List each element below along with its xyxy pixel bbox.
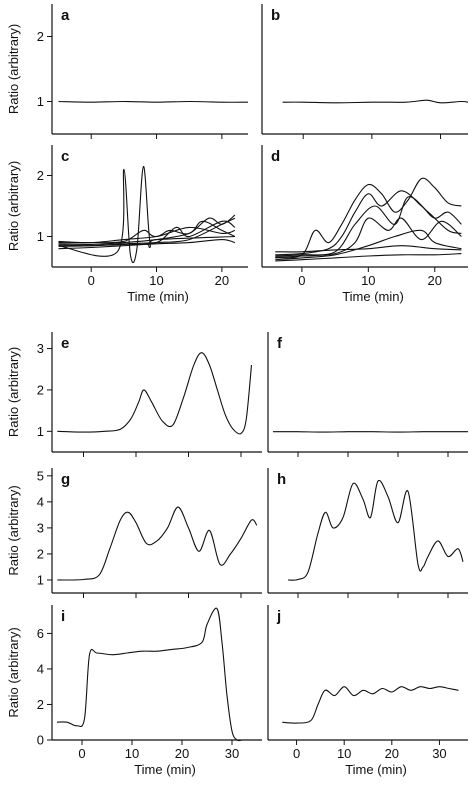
y-axis-title: Ratio (arbitrary) (6, 161, 21, 251)
y-tick-label: 4 (37, 494, 44, 509)
panel-a: 1 2 a Ratio (arbitrary) (6, 4, 249, 139)
panel-letter: d (271, 148, 280, 165)
series-line-e-1 (57, 352, 253, 435)
panel-b: b (261, 4, 469, 139)
panel-g: 1 2 3 4 5 g Ratio (arbitrary) (6, 468, 262, 598)
y-tick-label: 1 (37, 229, 44, 244)
panel-j: 0 10 20 30 j Time (min) (267, 605, 468, 777)
y-tick-label: 3 (37, 520, 44, 535)
panel-d: 0 10 20 d Time (min) (261, 145, 468, 304)
x-axis-title: Time (min) (134, 762, 196, 777)
panel-letter: f (277, 335, 283, 352)
y-axis-title: Ratio (arbitrary) (6, 627, 21, 717)
panel-letter: b (271, 7, 280, 24)
x-tick-label: 20 (215, 273, 229, 288)
series-line-d-1 (275, 177, 462, 259)
y-tick-label: 2 (37, 168, 44, 183)
panel-letter: a (61, 7, 70, 24)
series-line-i-1 (56, 607, 257, 742)
x-axis-title: Time (min) (342, 289, 404, 304)
series-line-a-1 (58, 100, 249, 103)
x-tick-label: 10 (125, 746, 139, 761)
x-tick-label: 0 (88, 273, 95, 288)
series-line-d-5 (275, 229, 462, 261)
x-axis-title: Time (min) (345, 762, 407, 777)
y-tick-label: 1 (37, 424, 44, 439)
series-line-c-2 (58, 214, 236, 244)
x-axis-title: Time (min) (127, 289, 189, 304)
y-tick-label: 1 (37, 572, 44, 587)
y-tick-label: 6 (37, 626, 44, 641)
x-tick-label: 0 (293, 746, 300, 761)
x-tick-label: 20 (428, 273, 442, 288)
y-tick-label: 1 (37, 94, 44, 109)
panel-letter: e (61, 335, 69, 352)
panel-letter: j (276, 608, 281, 625)
x-tick-label: 10 (337, 746, 351, 761)
x-tick-label: 10 (361, 273, 375, 288)
y-tick-label: 5 (37, 468, 44, 483)
series-line-c-7 (58, 220, 236, 247)
series-line-d-2 (275, 190, 462, 256)
panel-letter: h (277, 471, 286, 488)
series-line-c-3 (58, 220, 236, 245)
panel-i: 0 2 4 6 0 10 20 30 i Ratio (arbitrary) Time (min) (6, 605, 262, 777)
panel-h: h (267, 468, 468, 598)
panel-letter: g (61, 471, 70, 488)
panel-e: 1 2 3 e Ratio (arbitrary) (6, 332, 262, 457)
y-tick-label: 2 (37, 382, 44, 397)
series-line-b-1 (282, 99, 469, 104)
x-tick-label: 30 (432, 746, 446, 761)
panel-letter: c (61, 148, 69, 165)
y-axis-title: Ratio (arbitrary) (6, 347, 21, 437)
y-axis-title: Ratio (arbitrary) (6, 485, 21, 575)
series-line-d-6 (275, 253, 462, 262)
y-tick-label: 3 (37, 341, 44, 356)
x-tick-label: 20 (175, 746, 189, 761)
series-line-d-7 (275, 245, 462, 253)
series-line-c-6 (58, 226, 236, 244)
panel-f: f (267, 332, 468, 457)
x-tick-label: 0 (78, 746, 85, 761)
series-line-h-1 (287, 479, 464, 581)
x-tick-label: 10 (149, 273, 163, 288)
series-line-g-1 (57, 506, 258, 581)
y-tick-label: 2 (37, 546, 44, 561)
panel-letter: i (61, 608, 65, 625)
y-tick-label: 2 (37, 697, 44, 712)
x-tick-label: 0 (298, 273, 305, 288)
series-line-c-5 (58, 239, 236, 250)
x-tick-label: 30 (225, 746, 239, 761)
series-line-j-1 (282, 686, 459, 724)
series-line-d-3 (275, 196, 462, 257)
y-axis-title: Ratio (arbitrary) (6, 24, 21, 114)
y-tick-label: 4 (37, 661, 44, 676)
x-tick-label: 20 (385, 746, 399, 761)
y-tick-label: 0 (37, 733, 44, 748)
series-line-d-4 (275, 217, 462, 258)
y-tick-label: 2 (37, 29, 44, 44)
